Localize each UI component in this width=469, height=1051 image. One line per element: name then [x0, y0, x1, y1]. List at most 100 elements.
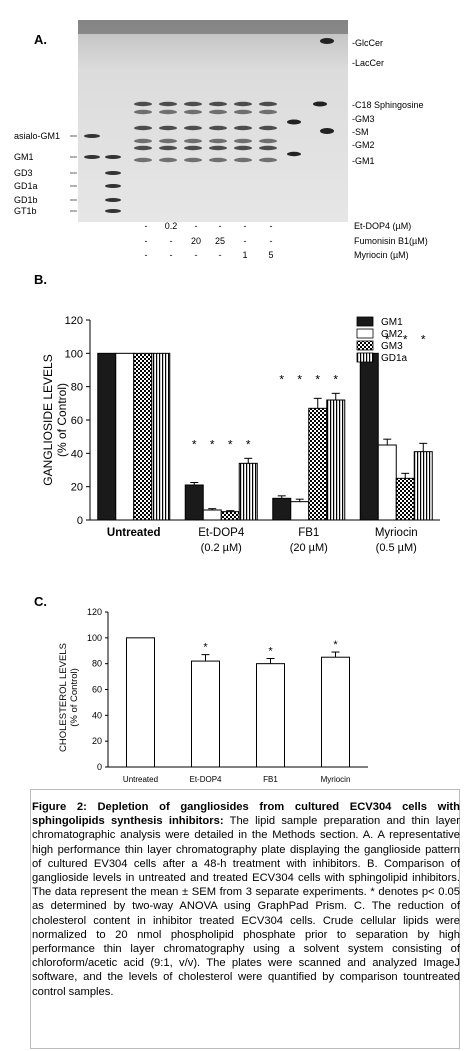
tlc-sample-band	[209, 125, 227, 131]
chart-b-bar	[308, 407, 328, 521]
tlc-sample-band	[259, 125, 277, 131]
chart-b-bar	[395, 477, 415, 521]
chart-c-bar	[126, 637, 155, 768]
tlc-treatment-cell: 0.2	[165, 221, 178, 231]
tlc-left-label: asialo-GM1	[14, 131, 60, 141]
chart-b-bar	[272, 497, 292, 521]
chart-b-legend-label: GM2	[381, 329, 403, 340]
tlc-right-label: -GM2	[352, 140, 375, 150]
tlc-treatment-cell: -	[219, 221, 222, 231]
chart-b-bar	[202, 509, 222, 521]
chart-b-legend-label: GM1	[381, 317, 403, 328]
chart-c-category-label: FB1	[263, 775, 278, 784]
tlc-standard-band	[105, 155, 121, 159]
tlc-sample-band	[184, 138, 202, 144]
chart-c-y-tick-label: 100	[87, 633, 102, 643]
chart-b-y-tick-label: 20	[71, 482, 83, 494]
chart-b-category-label: Et-DOP4	[198, 527, 245, 539]
chart-b-significance-star: *	[210, 437, 215, 451]
chart-b-significance-star: *	[333, 372, 338, 386]
tlc-treatment-cell: -	[219, 250, 222, 260]
chart-c: C. 0 20 40 60 80 100 120 CHOLESTEROL LEVELS (% o…	[34, 594, 368, 784]
tlc-treatment-cell: 1	[242, 250, 247, 260]
chart-b-category-label: Untreated	[107, 527, 161, 539]
chart-b-y-tick-label: 40	[71, 448, 83, 460]
tlc-sample-band	[209, 138, 227, 144]
tlc-right-label: -SM	[352, 127, 369, 137]
chart-c-category-label: Myriocin	[321, 775, 351, 784]
tlc-standard-band	[105, 184, 121, 188]
tlc-sample-band	[184, 125, 202, 131]
chart-b-significance-star: *	[315, 372, 320, 386]
tlc-left-label: GD1a	[14, 181, 38, 191]
chart-b-bar	[377, 444, 397, 521]
chart-b-legend-swatch	[356, 316, 374, 327]
panel-c-letter: C.	[34, 594, 47, 609]
tlc-right-labels: -GlcCer -LacCer -C18 Sphingosine -GM3 -SM -GM…	[352, 38, 424, 166]
tlc-sample-band	[209, 109, 227, 115]
tlc-standard-band	[320, 128, 334, 134]
chart-b: B. 0 20 40 60 80 100 120 GANGLIOSIDE LEVELS (% o…	[34, 272, 440, 554]
tlc-sample-band	[184, 101, 202, 107]
tlc-sample-band	[159, 125, 177, 131]
tlc-sample-band	[159, 145, 177, 151]
tlc-sample-band	[184, 109, 202, 115]
tlc-sample-band	[134, 157, 152, 163]
chart-b-significance-star: *	[192, 437, 197, 451]
tlc-standard-band	[320, 38, 334, 44]
tlc-sample-band	[134, 138, 152, 144]
tlc-standard-band	[287, 151, 301, 157]
caption-frame	[30, 789, 460, 1049]
tlc-standard-band	[287, 119, 301, 125]
chart-c-bar	[321, 656, 350, 768]
tlc-right-label: -GM3	[352, 114, 375, 124]
tlc-right-label: -LacCer	[352, 58, 384, 68]
chart-b-significance-star: *	[279, 372, 284, 386]
tlc-treatment-cell: -	[145, 221, 148, 231]
tlc-treatment-cell: -	[145, 236, 148, 246]
chart-b-y-tick-label: 120	[65, 315, 83, 327]
tlc-treatment-cell: -	[244, 236, 247, 246]
chart-b-category-sublabel: (0.2 µM)	[201, 542, 242, 554]
chart-c-significance-star: *	[203, 642, 208, 654]
chart-b-y-tick-label: 80	[71, 382, 83, 394]
tlc-sample-band	[259, 109, 277, 115]
tlc-sample-band	[234, 145, 252, 151]
chart-b-significance-star: *	[421, 332, 426, 346]
tlc-left-label: GM1	[14, 152, 34, 162]
tlc-bands	[78, 20, 348, 213]
tlc-treatment-cell: 20	[191, 236, 201, 246]
tlc-standard-band	[84, 155, 100, 159]
chart-b-significance-star: *	[228, 437, 233, 451]
tlc-sample-band	[234, 125, 252, 131]
tlc-right-label: -GM1	[352, 156, 375, 166]
chart-b-significance-star: *	[403, 332, 408, 346]
chart-c-bar	[256, 663, 285, 768]
chart-b-bar	[359, 352, 379, 521]
figure-caption: Figure 2: Depletion of gangliosides from…	[32, 800, 460, 999]
chart-b-bar	[133, 352, 153, 521]
tlc-treatment-cell: -	[145, 250, 148, 260]
tlc-sample-band	[234, 157, 252, 163]
chart-b-category-label: Myriocin	[375, 527, 418, 539]
tlc-treatment-cell: -	[270, 236, 273, 246]
tlc-sample-band	[134, 101, 152, 107]
chart-c-y-tick-label: 80	[92, 659, 102, 669]
chart-b-significance-star: *	[246, 437, 251, 451]
tlc-treatment-label: Myriocin (µM)	[354, 250, 409, 260]
tlc-treatment-cell: 5	[268, 250, 273, 260]
chart-b-bar	[97, 352, 117, 521]
tlc-treatment-cell: -	[195, 221, 198, 231]
caption-body: The lipid sample preparation and thin la…	[32, 815, 460, 998]
tlc-sample-band	[209, 145, 227, 151]
tlc-left-label: GT1b	[14, 206, 37, 216]
chart-b-y-tick-label: 60	[71, 415, 83, 427]
chart-b-bar	[115, 352, 135, 521]
tlc-standard-band	[84, 134, 100, 138]
tlc-sample-band	[159, 101, 177, 107]
chart-b-significance-star: *	[297, 372, 302, 386]
tlc-left-label: GD3	[14, 168, 33, 178]
tlc-left-label: GD1b	[14, 195, 38, 205]
